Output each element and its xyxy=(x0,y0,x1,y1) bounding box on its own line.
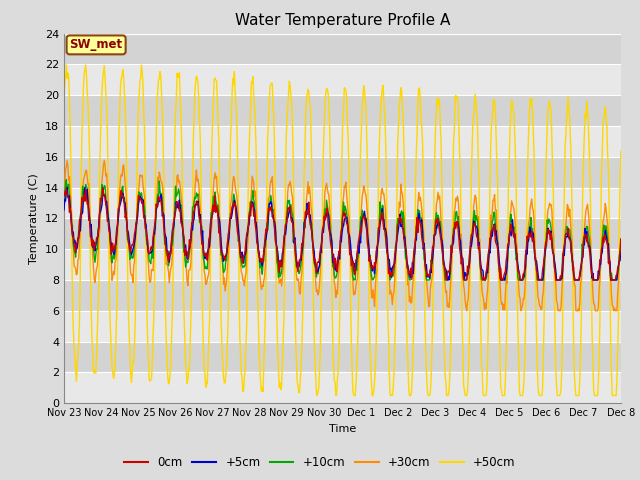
+50cm xyxy=(314,393,321,398)
+30cm xyxy=(100,157,108,163)
0cm xyxy=(214,216,222,222)
Bar xyxy=(64,126,621,157)
Line: +30cm: +30cm xyxy=(64,160,621,311)
Line: +5cm: +5cm xyxy=(64,188,621,280)
+5cm xyxy=(70,240,78,246)
Text: SW_met: SW_met xyxy=(70,38,123,51)
X-axis label: Time: Time xyxy=(329,424,356,433)
Bar xyxy=(64,311,621,342)
+50cm xyxy=(63,62,70,68)
+30cm xyxy=(411,251,419,257)
+30cm xyxy=(214,191,222,197)
+10cm xyxy=(350,277,358,283)
Bar xyxy=(64,342,621,372)
+50cm xyxy=(214,119,222,125)
+30cm xyxy=(185,267,193,273)
0cm xyxy=(617,236,625,242)
Bar xyxy=(64,188,621,218)
0cm xyxy=(428,266,435,272)
+5cm xyxy=(428,270,435,276)
0cm xyxy=(128,242,136,248)
Bar xyxy=(64,95,621,126)
Bar xyxy=(64,64,621,95)
+5cm xyxy=(444,277,451,283)
+50cm xyxy=(617,148,625,154)
Title: Water Temperature Profile A: Water Temperature Profile A xyxy=(235,13,450,28)
0cm xyxy=(60,189,68,195)
+5cm xyxy=(128,250,136,255)
+50cm xyxy=(412,176,419,182)
+10cm xyxy=(60,205,68,211)
Bar xyxy=(64,34,621,64)
+5cm xyxy=(185,247,193,252)
+50cm xyxy=(185,367,193,373)
+5cm xyxy=(214,213,222,218)
Y-axis label: Temperature (C): Temperature (C) xyxy=(29,173,39,264)
+30cm xyxy=(428,280,435,286)
+10cm xyxy=(185,255,193,261)
Line: 0cm: 0cm xyxy=(64,188,621,280)
+10cm xyxy=(128,255,136,261)
+30cm xyxy=(60,185,68,191)
+5cm xyxy=(411,250,419,255)
+30cm xyxy=(128,272,136,278)
+50cm xyxy=(71,354,79,360)
+10cm xyxy=(214,203,222,208)
Bar xyxy=(64,218,621,249)
+30cm xyxy=(70,263,78,269)
+10cm xyxy=(63,177,70,182)
+10cm xyxy=(71,249,79,255)
Bar xyxy=(64,372,621,403)
Line: +50cm: +50cm xyxy=(64,65,621,396)
+30cm xyxy=(617,238,625,243)
+10cm xyxy=(617,244,625,250)
+50cm xyxy=(60,96,68,102)
+50cm xyxy=(428,351,436,357)
Line: +10cm: +10cm xyxy=(64,180,621,280)
Bar xyxy=(64,280,621,311)
Legend: 0cm, +5cm, +10cm, +30cm, +50cm: 0cm, +5cm, +10cm, +30cm, +50cm xyxy=(120,452,520,474)
0cm xyxy=(185,247,193,253)
Bar xyxy=(64,249,621,280)
+5cm xyxy=(81,185,89,191)
0cm xyxy=(99,185,107,191)
Bar xyxy=(64,157,621,188)
+50cm xyxy=(128,369,136,374)
0cm xyxy=(70,241,78,247)
+10cm xyxy=(428,261,436,266)
+5cm xyxy=(617,249,625,255)
0cm xyxy=(411,242,419,248)
+10cm xyxy=(412,239,419,244)
+5cm xyxy=(60,207,68,213)
+30cm xyxy=(463,308,470,314)
0cm xyxy=(443,277,451,283)
